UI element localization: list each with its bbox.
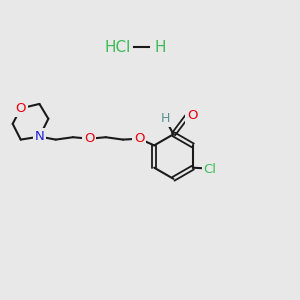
Text: O: O bbox=[16, 102, 26, 115]
Text: HCl: HCl bbox=[104, 40, 130, 55]
Text: H: H bbox=[160, 112, 170, 125]
Text: Cl: Cl bbox=[203, 163, 217, 176]
Text: H: H bbox=[155, 40, 166, 55]
Text: O: O bbox=[187, 109, 197, 122]
Text: O: O bbox=[84, 132, 94, 145]
Text: O: O bbox=[134, 132, 145, 145]
Text: N: N bbox=[34, 130, 44, 143]
